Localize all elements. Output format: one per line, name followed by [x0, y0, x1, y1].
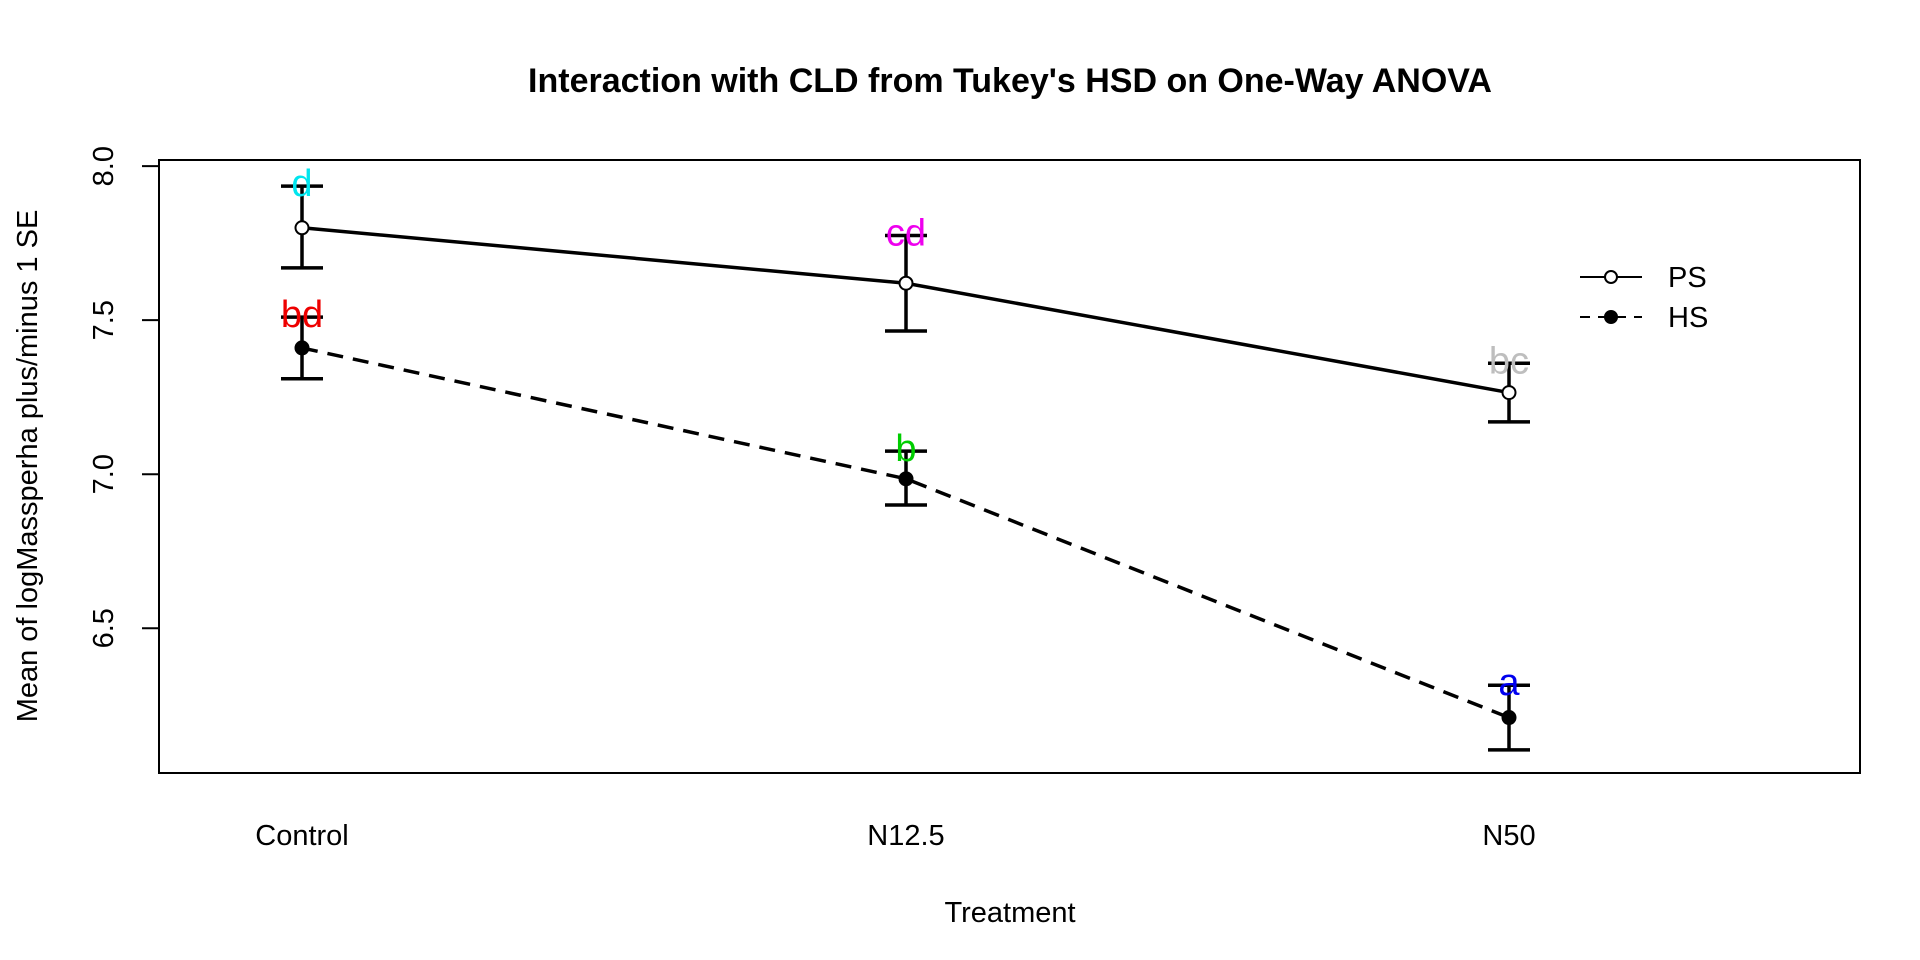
- data-point-ps: [294, 220, 310, 236]
- y-axis: 6.5 7.0 7.5 8.0: [88, 146, 160, 648]
- x-axis-label: Treatment: [944, 897, 1075, 929]
- y-tick-label: 8.0: [88, 146, 120, 186]
- y-tick-label: 7.5: [88, 300, 120, 340]
- legend-label-hs: HS: [1668, 302, 1708, 334]
- cld-letter: bc: [1489, 340, 1529, 382]
- legend: PS HS: [1580, 262, 1708, 334]
- cld-letter: b: [895, 428, 916, 470]
- data-point-ps: [1501, 385, 1517, 401]
- cld-letter: cd: [886, 212, 926, 254]
- legend-label-ps: PS: [1668, 262, 1707, 294]
- legend-marker-ps: [1604, 270, 1618, 284]
- y-tick-label: 6.5: [88, 608, 120, 648]
- plot-area-frame: [158, 159, 1861, 774]
- data-point-hs: [1501, 710, 1517, 726]
- data-point-hs: [898, 471, 914, 487]
- cld-letter: a: [1498, 662, 1520, 704]
- data-point-ps: [898, 275, 914, 291]
- legend-marker-hs: [1604, 310, 1618, 324]
- y-axis-label: Mean of logMassperha plus/minus 1 SE: [12, 210, 44, 723]
- x-tick-label: N12.5: [867, 820, 944, 852]
- y-tick-label: 7.0: [88, 454, 120, 494]
- cld-letter: bd: [281, 294, 323, 336]
- series-line-hs: [301, 346, 1510, 720]
- data-points: [294, 220, 1517, 726]
- x-tick-label: Control: [255, 820, 349, 852]
- x-tick-label: N50: [1482, 820, 1535, 852]
- data-point-hs: [294, 340, 310, 356]
- x-axis: Control N12.5 N50: [255, 820, 1535, 852]
- chart-title: Interaction with CLD from Tukey's HSD on…: [528, 62, 1492, 100]
- cld-letter: d: [291, 163, 312, 205]
- cld-letters: d cd bc bd b a: [281, 163, 1529, 704]
